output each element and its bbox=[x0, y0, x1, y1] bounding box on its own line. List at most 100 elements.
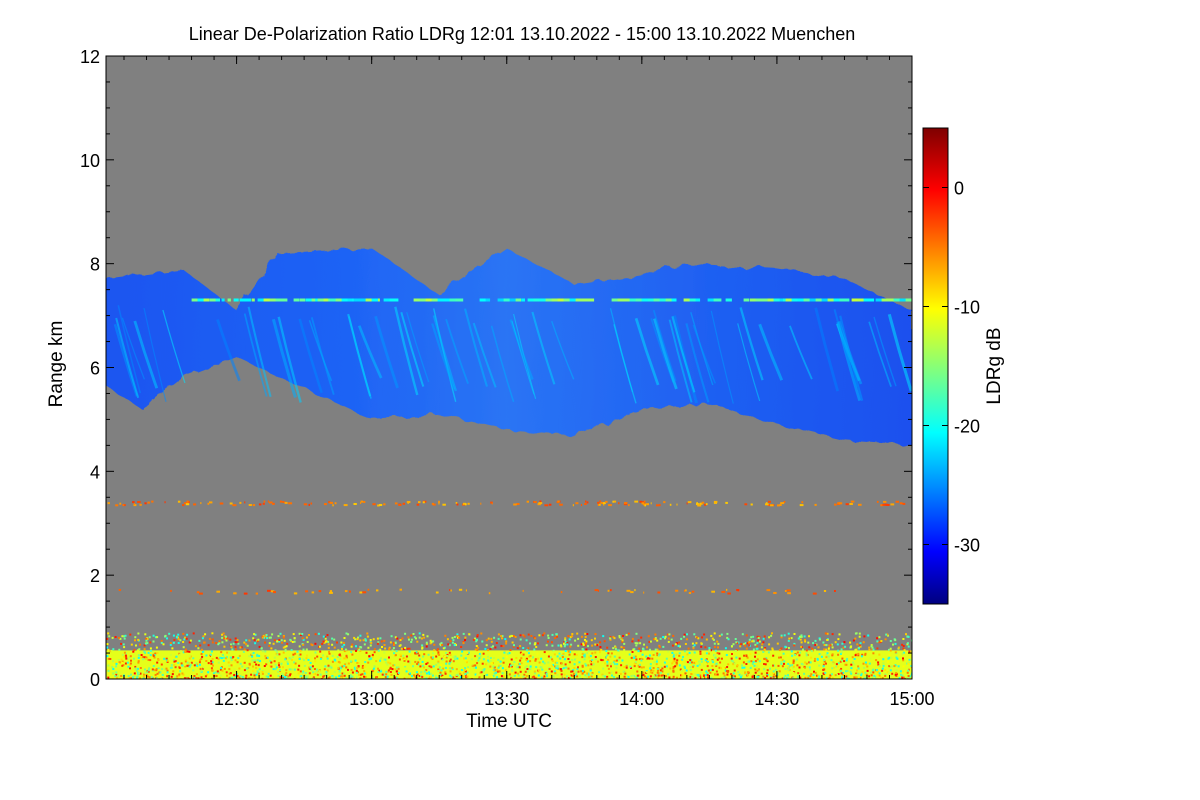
boundary-speckle bbox=[197, 677, 200, 679]
boundary-speckle bbox=[639, 655, 642, 658]
boundary-speckle bbox=[423, 670, 426, 673]
boundary-speckle bbox=[510, 658, 513, 661]
boundary-speckle bbox=[394, 668, 397, 671]
boundary-speckle bbox=[261, 650, 264, 653]
thin-line-segment bbox=[875, 298, 884, 302]
boundary-speckle bbox=[385, 661, 388, 664]
boundary-speckle bbox=[661, 670, 664, 673]
boundary-speckle bbox=[216, 670, 219, 673]
boundary-speckle bbox=[192, 632, 195, 635]
boundary-speckle bbox=[705, 670, 708, 673]
boundary-speckle bbox=[437, 651, 440, 654]
boundary-speckle bbox=[211, 638, 214, 641]
boundary-speckle bbox=[250, 660, 253, 663]
boundary-speckle bbox=[662, 636, 665, 638]
boundary-speckle bbox=[269, 674, 272, 677]
thin-line-segment bbox=[425, 298, 436, 302]
speckle bbox=[767, 504, 772, 507]
boundary-speckle bbox=[410, 641, 413, 643]
boundary-speckle bbox=[636, 676, 639, 679]
boundary-speckle bbox=[790, 650, 793, 653]
boundary-speckle bbox=[753, 664, 756, 667]
boundary-speckle bbox=[852, 639, 855, 642]
boundary-speckle bbox=[302, 643, 305, 646]
boundary-speckle bbox=[575, 673, 578, 676]
boundary-speckle bbox=[426, 635, 429, 638]
boundary-speckle bbox=[776, 675, 779, 678]
boundary-speckle bbox=[511, 668, 514, 671]
boundary-speckle bbox=[278, 639, 281, 641]
boundary-speckle bbox=[609, 655, 612, 658]
boundary-speckle bbox=[487, 649, 489, 652]
boundary-speckle bbox=[591, 644, 594, 647]
boundary-speckle bbox=[641, 657, 644, 660]
boundary-speckle bbox=[331, 637, 334, 640]
boundary-speckle bbox=[743, 643, 746, 646]
boundary-speckle bbox=[204, 633, 207, 636]
boundary-speckle bbox=[745, 663, 748, 665]
boundary-speckle bbox=[574, 658, 577, 661]
boundary-speckle bbox=[281, 672, 284, 675]
boundary-speckle bbox=[340, 641, 343, 644]
boundary-speckle bbox=[555, 666, 557, 669]
boundary-speckle bbox=[498, 670, 501, 673]
boundary-speckle bbox=[185, 637, 188, 640]
boundary-speckle bbox=[482, 669, 485, 672]
y-tick-label: 0 bbox=[90, 670, 100, 690]
boundary-speckle bbox=[351, 653, 354, 656]
boundary-speckle bbox=[438, 653, 441, 656]
speckle bbox=[575, 502, 579, 505]
boundary-speckle bbox=[540, 676, 543, 679]
boundary-speckle bbox=[451, 666, 454, 669]
boundary-speckle bbox=[376, 637, 379, 640]
boundary-speckle bbox=[251, 655, 254, 658]
speckle bbox=[849, 503, 853, 505]
boundary-speckle bbox=[823, 676, 826, 679]
speckle bbox=[688, 592, 692, 594]
boundary-speckle bbox=[781, 665, 784, 668]
cirrus-streak bbox=[445, 318, 469, 385]
boundary-speckle bbox=[489, 660, 492, 663]
boundary-speckle bbox=[725, 654, 728, 656]
boundary-speckle bbox=[872, 668, 875, 671]
boundary-speckle bbox=[656, 639, 659, 642]
boundary-speckle bbox=[716, 650, 719, 653]
boundary-speckle bbox=[787, 668, 790, 671]
boundary-speckle bbox=[851, 656, 854, 659]
boundary-speckle bbox=[520, 657, 523, 660]
boundary-speckle bbox=[288, 668, 291, 671]
boundary-speckle bbox=[776, 672, 779, 675]
boundary-speckle bbox=[839, 677, 841, 679]
boundary-speckle bbox=[159, 671, 162, 674]
boundary-speckle bbox=[503, 651, 506, 654]
boundary-speckle bbox=[501, 672, 504, 675]
boundary-speckle bbox=[809, 675, 812, 678]
boundary-speckle bbox=[799, 676, 802, 679]
speckle bbox=[839, 502, 843, 505]
boundary-speckle bbox=[133, 672, 136, 675]
boundary-speckle bbox=[662, 645, 665, 648]
boundary-speckle bbox=[140, 656, 143, 659]
boundary-speckle bbox=[173, 664, 176, 666]
cirrus-streak bbox=[162, 309, 186, 384]
boundary-speckle bbox=[239, 662, 242, 665]
boundary-speckle bbox=[678, 654, 681, 657]
boundary-speckle bbox=[492, 665, 495, 668]
boundary-speckle bbox=[570, 670, 573, 673]
boundary-speckle bbox=[135, 669, 138, 672]
thin-line-segment bbox=[539, 298, 547, 302]
boundary-speckle bbox=[425, 672, 428, 675]
boundary-speckle bbox=[288, 671, 291, 674]
boundary-speckle bbox=[303, 659, 306, 662]
boundary-speckle bbox=[511, 641, 514, 644]
boundary-speckle bbox=[171, 666, 173, 669]
boundary-speckle bbox=[742, 661, 745, 664]
boundary-speckle bbox=[876, 637, 879, 640]
speckle bbox=[258, 503, 262, 506]
boundary-speckle bbox=[163, 657, 166, 660]
boundary-speckle bbox=[516, 647, 519, 650]
boundary-speckle bbox=[854, 648, 857, 651]
speckle bbox=[786, 589, 791, 592]
boundary-speckle bbox=[394, 641, 397, 644]
